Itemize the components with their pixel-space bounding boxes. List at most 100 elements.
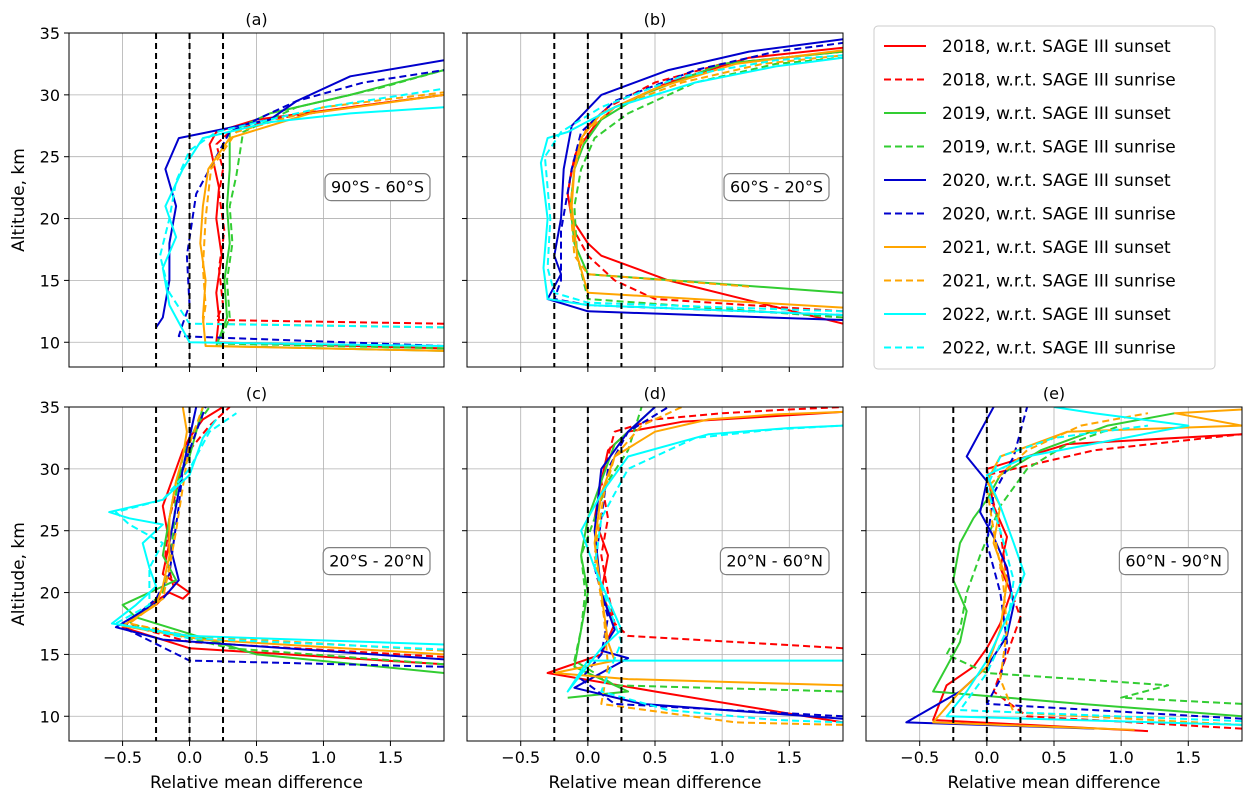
panel-a: 10 15 20 25 30 35 (a) Altitude, km 90°S - 60°S <box>9 10 445 372</box>
y-axis-label: Altitude, km <box>9 522 29 626</box>
x-tick-label: 1.0 <box>1108 748 1133 767</box>
region-label: 60°N - 90°N <box>1125 552 1222 571</box>
series-line-2021-sunset <box>199 93 444 352</box>
legend-entry: 2018, w.r.t. SAGE III sunrise <box>884 71 1176 91</box>
x-tick-label: 1.0 <box>709 748 734 767</box>
series-line-2022-sunset <box>945 407 1242 726</box>
series-line-2019-sunrise <box>128 407 444 666</box>
series-line-2018-sunset <box>932 433 1242 733</box>
x-tick-label: 1.5 <box>1176 748 1201 767</box>
x-tick-label: 0.0 <box>575 748 600 767</box>
region-annotation: 20°N - 60°N <box>719 547 830 576</box>
y-tick-label: 30 <box>40 460 60 479</box>
y-tick-label: 30 <box>40 86 60 105</box>
region-label: 20°N - 60°N <box>726 552 823 571</box>
region-annotation-box <box>324 173 431 202</box>
series-line-2022-sunrise <box>593 424 843 724</box>
y-axis-label: Altitude, km <box>9 148 29 252</box>
series-line-2019-sunset <box>215 69 444 352</box>
series-line-2018-sunset <box>546 410 843 724</box>
series-group <box>905 407 1242 733</box>
legend-frame <box>873 25 1216 370</box>
legend-entry: 2020, w.r.t. SAGE III sunset <box>884 171 1171 191</box>
series-group <box>546 407 843 726</box>
series-line-2022-sunset <box>108 418 444 646</box>
region-annotation: 20°S - 20°N <box>322 547 431 576</box>
series-line-2019-sunset <box>569 50 843 294</box>
legend-label: 2018, w.r.t. SAGE III sunset <box>942 37 1171 57</box>
panel-title: (c) <box>246 384 267 403</box>
legend-label: 2019, w.r.t. SAGE III sunset <box>942 104 1171 124</box>
legend-label: 2019, w.r.t. SAGE III sunrise <box>942 138 1176 158</box>
legend-entry: 2021, w.r.t. SAGE III sunset <box>884 238 1171 258</box>
panel-title: (b) <box>644 10 667 29</box>
x-axis-label: Relative mean difference <box>948 773 1161 793</box>
panel-title: (d) <box>644 384 667 403</box>
x-tick-label: −0.5 <box>103 748 142 767</box>
region-annotation: 60°S - 20°S <box>723 173 830 202</box>
y-tick-label: 20 <box>40 210 60 229</box>
series-line-2022-sunset <box>539 56 843 316</box>
x-tick-label: 1.5 <box>777 748 802 767</box>
series-group <box>539 38 843 325</box>
series-line-2021-sunrise <box>569 54 843 288</box>
region-annotation-box <box>723 173 830 202</box>
panel-b: (b) 60°S - 20°S <box>462 10 844 372</box>
series-line-2018-sunrise <box>985 433 1242 730</box>
y-tick-label: 20 <box>40 584 60 603</box>
series-line-2020-sunset <box>546 38 843 321</box>
region-label: 90°S - 60°S <box>331 178 424 197</box>
legend-entry: 2022, w.r.t. SAGE III sunrise <box>884 339 1176 359</box>
series-line-2022-sunrise <box>543 54 843 313</box>
panel-title: (a) <box>245 10 267 29</box>
legend-entry: 2018, w.r.t. SAGE III sunset <box>884 37 1171 57</box>
region-annotation: 60°N - 90°N <box>1118 547 1229 576</box>
panel-c: −0.5 0.0 0.5 1.0 1.5 10 15 20 25 30 35 (c) Relative … <box>9 384 445 793</box>
series-line-2020-sunrise <box>177 69 444 347</box>
series-line-2019-sunset <box>567 407 656 699</box>
legend: 2018, w.r.t. SAGE III sunset 2018, w.r.t.… <box>873 25 1216 370</box>
series-line-2019-sunrise <box>218 69 444 350</box>
region-label: 60°S - 20°S <box>730 178 823 197</box>
legend-entry: 2020, w.r.t. SAGE III sunrise <box>884 205 1176 225</box>
legend-label: 2020, w.r.t. SAGE III sunrise <box>942 205 1176 225</box>
region-annotation-box <box>1118 547 1229 576</box>
x-tick-label: −0.5 <box>900 748 939 767</box>
panel-title: (e) <box>1043 384 1065 403</box>
region-annotation-box <box>322 547 431 576</box>
legend-entry: 2019, w.r.t. SAGE III sunset <box>884 104 1171 124</box>
y-tick-label: 10 <box>40 707 60 726</box>
series-line-2019-sunrise <box>573 407 843 693</box>
x-tick-label: 1.0 <box>311 748 336 767</box>
series-line-2021-sunrise <box>128 407 444 652</box>
x-tick-label: 1.5 <box>378 748 403 767</box>
series-line-2020-sunset <box>114 407 444 661</box>
legend-label: 2020, w.r.t. SAGE III sunset <box>942 171 1171 191</box>
x-tick-label: 0.5 <box>1041 748 1066 767</box>
x-tick-label: 0.5 <box>244 748 269 767</box>
series-line-2022-sunset <box>161 106 444 347</box>
region-annotation: 90°S - 60°S <box>324 173 431 202</box>
panels-group: 10 15 20 25 30 35 (a) Altitude, km 90°S - 60°S (b… <box>9 10 1243 793</box>
y-tick-label: 15 <box>40 271 60 290</box>
series-line-2021-sunset <box>932 408 1242 731</box>
series-group <box>155 59 444 352</box>
legend-entry: 2021, w.r.t. SAGE III sunrise <box>884 272 1176 292</box>
panel-d: −0.5 0.0 0.5 1.0 1.5 (d) Relative mean differe… <box>462 384 844 793</box>
series-line-2021-sunrise <box>201 91 444 329</box>
y-tick-label: 25 <box>40 522 60 541</box>
y-tick-label: 15 <box>40 645 60 664</box>
legend-entry: 2019, w.r.t. SAGE III sunrise <box>884 138 1176 158</box>
panel-e: −0.5 0.0 0.5 1.0 1.5 (e) Relative mean differe… <box>861 384 1243 793</box>
series-line-2022-sunrise <box>159 87 444 329</box>
legend-label: 2021, w.r.t. SAGE III sunrise <box>942 272 1176 292</box>
series-line-2019-sunrise <box>945 424 1242 705</box>
y-tick-label: 10 <box>40 333 60 352</box>
series-line-2021-sunset <box>570 49 843 309</box>
series-line-2020-sunset <box>573 407 843 720</box>
legend-label: 2022, w.r.t. SAGE III sunset <box>942 305 1171 325</box>
x-tick-label: 0.5 <box>642 748 667 767</box>
legend-label: 2021, w.r.t. SAGE III sunset <box>942 238 1171 258</box>
x-axis-label: Relative mean difference <box>150 773 363 793</box>
